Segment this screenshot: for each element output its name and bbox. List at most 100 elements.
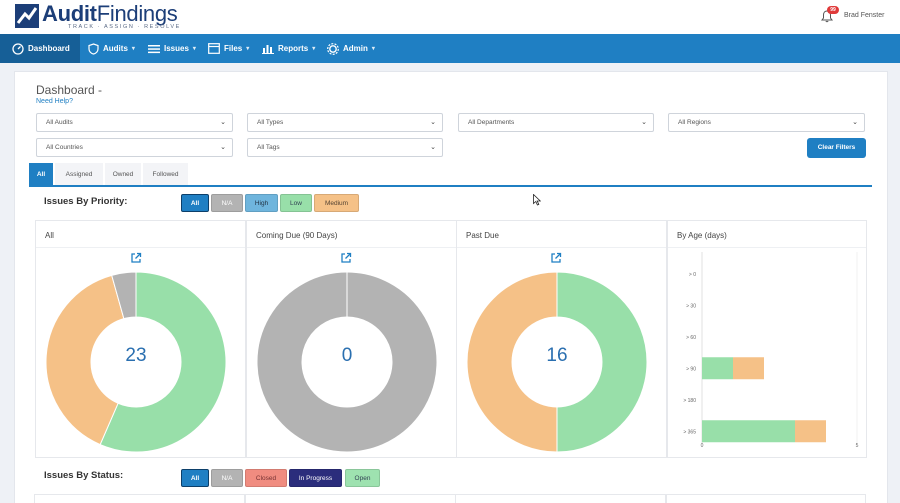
- issues-by-status-label: Issues By Status:: [44, 470, 124, 481]
- status-open-button[interactable]: Open: [345, 469, 380, 487]
- clear-filters-button[interactable]: Clear Filters: [807, 138, 866, 158]
- donut-slice-low[interactable]: [556, 271, 648, 453]
- chevron-down-icon: ▾: [312, 46, 316, 52]
- page-title: Dashboard -: [36, 83, 103, 97]
- user-menu[interactable]: Brad Fenster: [844, 12, 885, 19]
- y-tick-label: > 180: [683, 398, 696, 404]
- status-card: [455, 494, 666, 503]
- status-closed-button[interactable]: Closed: [245, 469, 287, 487]
- bar-chart-icon: [262, 45, 274, 54]
- by-age-card: By Age (days) > 0 > 30 > 60 > 90 > 180 > 365 0…: [667, 220, 867, 458]
- donut-center-value: 16: [546, 345, 568, 366]
- nav-reports[interactable]: Reports ▾: [262, 34, 315, 63]
- chevron-down-icon: ⌄: [430, 119, 436, 126]
- external-link-icon[interactable]: [340, 252, 352, 264]
- app-logo[interactable]: AuditFindings TRACK · ASSIGN · RESOLVE: [14, 1, 184, 31]
- dashboard-panel: Dashboard - Need Help? All Audits ⌄ All T…: [14, 71, 888, 503]
- external-link-icon[interactable]: [130, 252, 142, 264]
- departments-filter-select[interactable]: All Departments ⌄: [458, 113, 654, 132]
- chevron-down-icon: ⌄: [430, 144, 436, 151]
- nav-files[interactable]: Files ▾: [208, 34, 249, 63]
- donut-slice-medium[interactable]: [466, 271, 558, 453]
- bar-low-5[interactable]: [702, 420, 795, 443]
- all-issues-card: All 23: [35, 220, 246, 458]
- card-divider: [668, 247, 866, 248]
- types-filter-select[interactable]: All Types ⌄: [247, 113, 443, 132]
- card-divider: [457, 247, 666, 248]
- priority-all-button[interactable]: All: [181, 194, 209, 212]
- past-due-donut: [466, 271, 648, 453]
- main-nav: Dashboard Audits ▾ Issues ▾ Files ▾ Reports…: [0, 34, 900, 63]
- logo-text: AuditFindings: [42, 1, 178, 26]
- chevron-down-icon: ▾: [192, 46, 196, 52]
- y-tick-label: > 90: [686, 366, 696, 372]
- logo-tagline: TRACK · ASSIGN · RESOLVE: [68, 24, 181, 30]
- coming-due-donut: [256, 271, 438, 453]
- card-title: By Age (days): [677, 231, 727, 240]
- x-tick-label: 0: [701, 443, 704, 449]
- donut-center-value: 23: [125, 345, 147, 366]
- coming-due-card: Coming Due (90 Days) 0: [246, 220, 457, 458]
- external-link-icon[interactable]: [550, 252, 562, 264]
- past-due-card: Past Due 16: [456, 220, 667, 458]
- chevron-down-icon: ▾: [371, 46, 375, 52]
- donut-slice-na[interactable]: [111, 271, 137, 320]
- all-issues-donut: [45, 271, 227, 453]
- status-all-button[interactable]: All: [181, 469, 209, 487]
- status-in-progress-button[interactable]: In Progress: [289, 469, 342, 487]
- gear-icon: [327, 42, 339, 55]
- tab-followed[interactable]: Followed: [143, 163, 188, 186]
- need-help-link[interactable]: Need Help?: [36, 98, 73, 105]
- chevron-down-icon: ⌄: [641, 119, 647, 126]
- notification-badge: 99: [827, 6, 839, 14]
- issues-by-priority-label: Issues By Priority:: [44, 196, 128, 207]
- donut-center-value: 0: [341, 345, 353, 366]
- donut-slice-low[interactable]: [99, 271, 227, 453]
- bar-medium-5[interactable]: [795, 420, 826, 443]
- nav-issues[interactable]: Issues ▾: [148, 34, 196, 63]
- nav-dashboard[interactable]: Dashboard: [0, 34, 80, 63]
- status-card: [666, 494, 866, 503]
- card-title: Coming Due (90 Days): [256, 231, 338, 240]
- chevron-down-icon: ⌄: [220, 144, 226, 151]
- priority-high-button[interactable]: High: [245, 194, 278, 212]
- status-na-button[interactable]: N/A: [211, 469, 243, 487]
- card-divider: [36, 247, 245, 248]
- shield-icon: [88, 42, 99, 55]
- y-tick-label: > 365: [683, 429, 696, 435]
- bar-low-3[interactable]: [702, 357, 733, 380]
- dashboard-icon: [12, 42, 24, 55]
- card-title: All: [45, 231, 54, 240]
- donut-slice-na[interactable]: [256, 271, 438, 453]
- tab-all[interactable]: All: [29, 163, 53, 186]
- folder-icon: [208, 43, 220, 54]
- countries-filter-select[interactable]: All Countries ⌄: [36, 138, 233, 157]
- chevron-down-icon: ⌄: [220, 119, 226, 126]
- nav-admin[interactable]: Admin ▾: [327, 34, 375, 63]
- donut-slice-medium[interactable]: [45, 274, 125, 446]
- priority-na-button[interactable]: N/A: [211, 194, 243, 212]
- top-header: AuditFindings TRACK · ASSIGN · RESOLVE 9…: [0, 0, 900, 34]
- chevron-down-icon: ▾: [131, 46, 135, 52]
- y-tick-label: > 0: [689, 272, 696, 278]
- nav-audits[interactable]: Audits ▾: [88, 34, 135, 63]
- mouse-cursor-icon: [533, 194, 541, 206]
- priority-medium-button[interactable]: Medium: [314, 194, 359, 212]
- status-card: [245, 494, 456, 503]
- card-divider: [247, 247, 456, 248]
- tags-filter-select[interactable]: All Tags ⌄: [247, 138, 443, 157]
- y-tick-label: > 60: [686, 335, 696, 341]
- tab-owned[interactable]: Owned: [105, 163, 141, 186]
- list-icon: [148, 44, 160, 53]
- logo-mark-icon: [15, 4, 39, 28]
- bar-medium-3[interactable]: [733, 357, 764, 380]
- status-card: [34, 494, 245, 503]
- regions-filter-select[interactable]: All Regions ⌄: [668, 113, 865, 132]
- audits-filter-select[interactable]: All Audits ⌄: [36, 113, 233, 132]
- x-tick-label: 5: [856, 443, 859, 449]
- chevron-down-icon: ⌄: [852, 119, 858, 126]
- card-title: Past Due: [466, 231, 499, 240]
- tab-assigned[interactable]: Assigned: [55, 163, 103, 186]
- priority-low-button[interactable]: Low: [280, 194, 312, 212]
- y-tick-label: > 30: [686, 303, 696, 309]
